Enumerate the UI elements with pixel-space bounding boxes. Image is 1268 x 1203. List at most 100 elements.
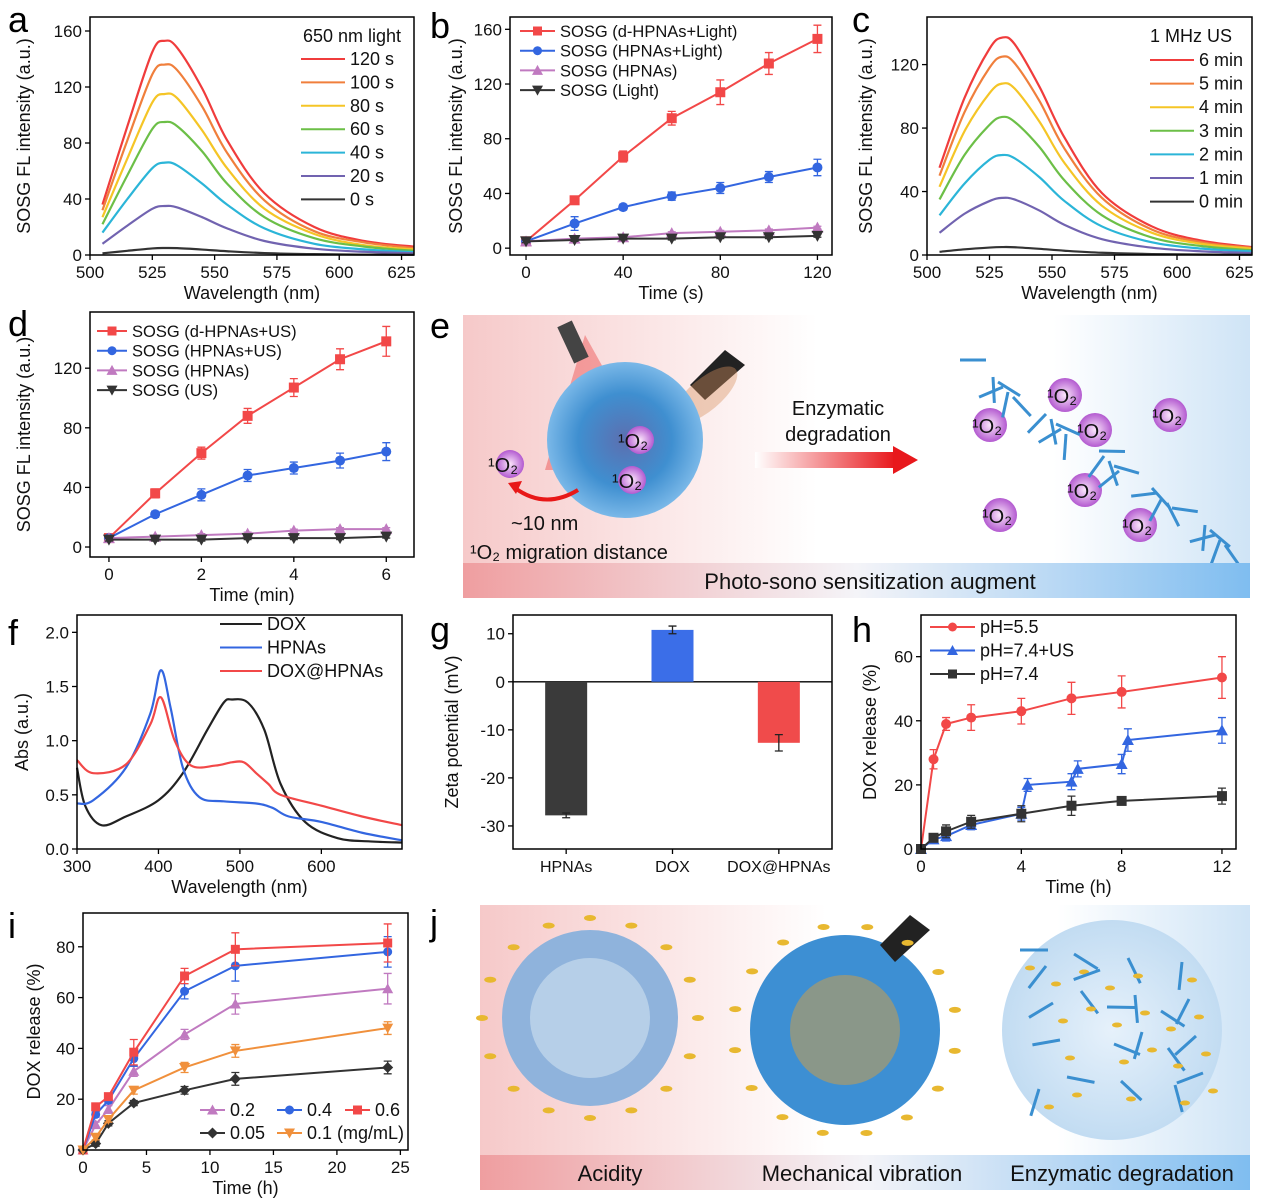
y-tick-label: 0: [493, 239, 502, 258]
dox-molecule: [1180, 1100, 1190, 1106]
plot-frame: [82, 912, 409, 1151]
legend-label: 0 min: [1199, 192, 1243, 212]
series-0.2: [77, 972, 394, 1155]
category-label: HPNAs: [540, 859, 592, 876]
polymer-fragment: [991, 376, 996, 404]
polymer-fragment: [1160, 1009, 1186, 1028]
x-tick-label: 20: [327, 1158, 346, 1177]
legend-label: DOX: [267, 614, 306, 634]
data-point: [1121, 734, 1134, 746]
legend-label: pH=5.5: [980, 617, 1039, 637]
dox-molecule: [1201, 1051, 1211, 1057]
chart-d: 0 40 80 120 0 2 4 6 SOSG (d-HPNAs+US) SOSG (HPNAs…: [14, 311, 415, 605]
series-line: [938, 196, 1253, 255]
x-tick-label: 500: [226, 857, 254, 876]
legend-label: SOSG (Light): [560, 82, 659, 100]
data-point: [229, 1073, 241, 1085]
series-line: [920, 676, 1223, 850]
data-point: [102, 1115, 114, 1126]
y-tick-label: 40: [63, 190, 82, 209]
panel-e-illustration: ¹O₂ ¹O₂ ¹O₂ ~10 nm ¹O₂ migration distanc…: [463, 315, 1250, 598]
x-axis-label: Wavelength (nm): [1021, 283, 1157, 303]
panel-letter-d: d: [8, 303, 28, 344]
data-point: [948, 622, 957, 632]
x-tick-label: 575: [1100, 263, 1128, 282]
legend-label: 2 min: [1199, 144, 1243, 164]
series-pH=5.5: [916, 656, 1227, 854]
series-DOX: [75, 698, 403, 844]
dox-molecule: [1194, 1014, 1204, 1020]
dox-molecule: [746, 968, 759, 975]
data-point: [1021, 778, 1034, 790]
series-line: [101, 63, 415, 250]
panel-letter-j: j: [429, 902, 438, 943]
dox-molecule: [484, 1053, 497, 1060]
polymer-fragment: [1107, 460, 1119, 487]
x-tick-label: 12: [1212, 857, 1231, 876]
dox-molecule: [484, 976, 497, 983]
data-point: [811, 230, 824, 242]
data-point: [1016, 808, 1027, 819]
legend-label: 5 min: [1199, 74, 1243, 94]
polymer-fragment: [1126, 957, 1142, 984]
legend-label: SOSG (HPNAs+US): [132, 343, 282, 361]
data-point: [196, 489, 207, 500]
series-5 min: [938, 55, 1253, 249]
polymer-fragment: [1011, 395, 1032, 418]
o2-label: ¹O₂: [612, 471, 642, 493]
y-tick-label: 40: [894, 712, 913, 731]
x-tick-label: 575: [263, 263, 291, 282]
y-tick-label: 40: [900, 183, 919, 202]
dox-molecule: [1058, 1018, 1068, 1024]
series-0.05: [77, 1060, 394, 1156]
polymer-fragment: [1174, 998, 1191, 1025]
panel-letter-f: f: [8, 612, 19, 653]
series-SOSG (US): [102, 531, 393, 546]
dox-molecule: [817, 923, 830, 930]
polymer-fragment: [1032, 1038, 1061, 1047]
x-tick-label: 500: [76, 263, 104, 282]
data-point: [1216, 791, 1227, 802]
y-tick-label: 160: [474, 20, 502, 39]
series-line: [101, 161, 415, 254]
legend-title: 1 MHz US: [1150, 26, 1232, 46]
data-point: [617, 233, 630, 245]
data-point: [241, 533, 254, 545]
data-point: [382, 1023, 394, 1034]
singlet-oxygen-cluster: [1078, 413, 1112, 447]
polymer-fragment: [1055, 422, 1081, 436]
plot-frame: [76, 614, 403, 850]
y-tick-label: 40: [63, 478, 82, 497]
y-tick-label: -30: [480, 817, 505, 836]
series-100 s: [101, 63, 415, 250]
dox-molecule: [584, 915, 596, 921]
dox-molecule: [584, 1115, 596, 1121]
polymer-fragment: [1049, 418, 1058, 445]
ultrasound-probe-icon: [690, 350, 745, 400]
data-point: [196, 448, 207, 459]
ultrasound-probe-icon: [880, 915, 930, 962]
o2-label: ¹O₂: [618, 431, 648, 453]
legend-label: 0.2: [230, 1100, 255, 1120]
singlet-oxygen-cluster: [1153, 398, 1187, 432]
dox-molecule: [931, 1085, 944, 1092]
enzymatic-label: Enzymatic: [792, 398, 884, 420]
data-point: [288, 463, 299, 474]
panel-letter-h: h: [852, 609, 872, 650]
legend-title: 650 nm light: [303, 26, 401, 46]
y-axis-label: Abs (a.u.): [12, 693, 32, 771]
dox-molecule: [1065, 1055, 1075, 1061]
o2-label: ¹O₂: [1152, 406, 1182, 428]
dox-molecule: [745, 1085, 758, 1092]
x-tick-label: 525: [138, 263, 166, 282]
series-SOSG (HPNAs+US): [103, 442, 392, 544]
error-bar: [562, 812, 571, 819]
data-point: [107, 326, 117, 336]
series-20 s: [101, 204, 415, 255]
data-point: [91, 1102, 101, 1112]
y-tick-label: 0: [910, 246, 919, 265]
data-point: [948, 669, 957, 679]
data-point: [242, 410, 253, 421]
dox-molecule: [542, 922, 555, 929]
legend-label: 60 s: [350, 119, 384, 139]
